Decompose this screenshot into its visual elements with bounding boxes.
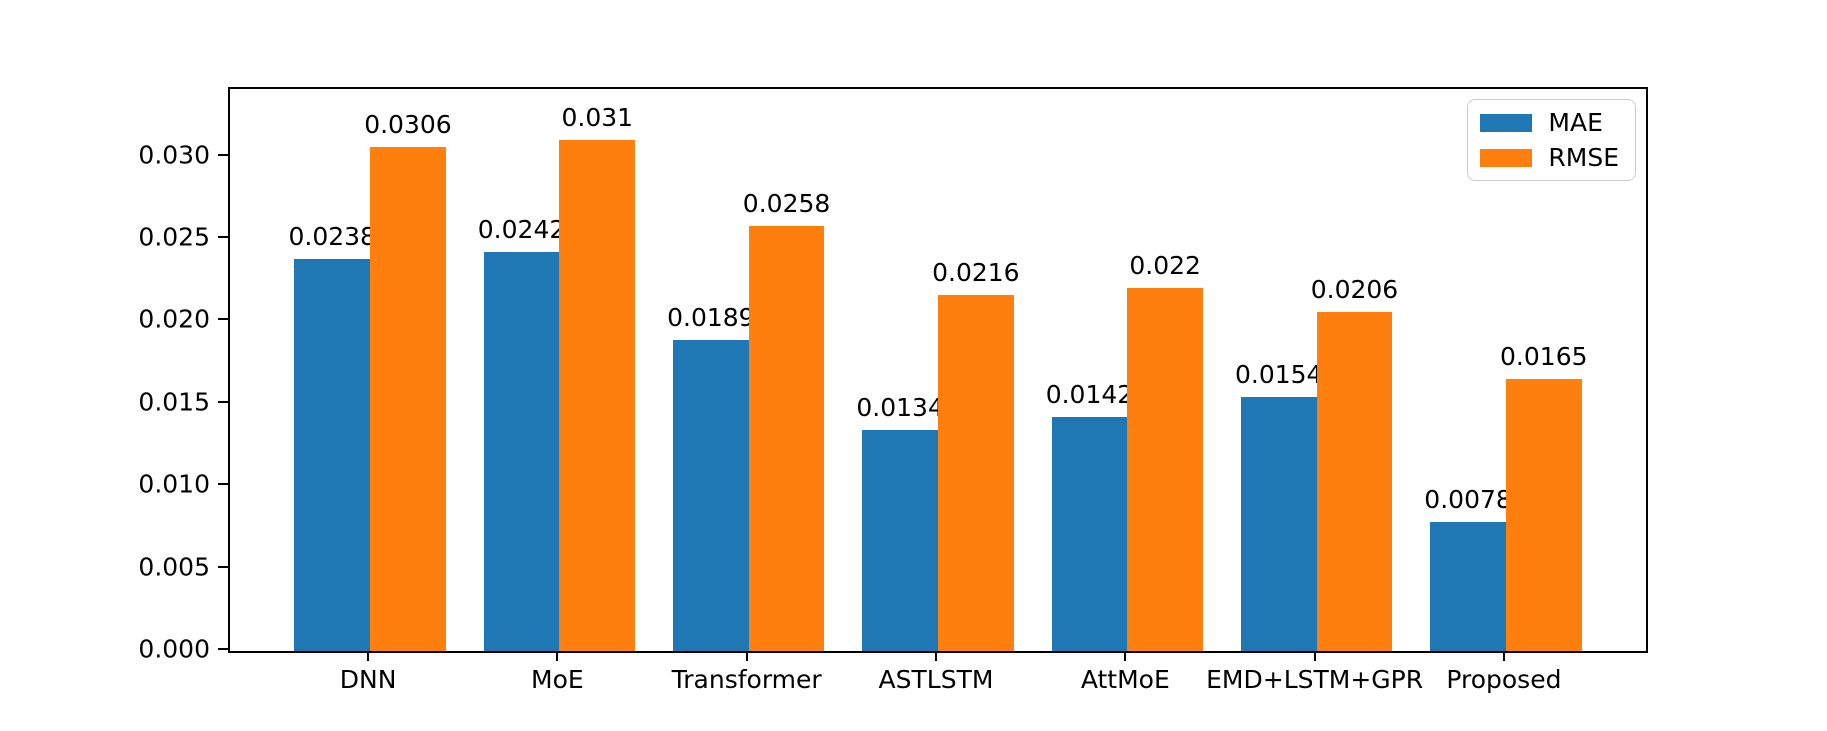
x-tick-label-proposed: Proposed (1446, 665, 1562, 694)
x-tick-mark (745, 651, 748, 661)
x-tick-mark (367, 651, 370, 661)
y-tick-mark (218, 153, 228, 156)
x-tick-mark (935, 651, 937, 661)
x-tick-mark (1124, 651, 1127, 661)
y-tick-label: 0.020 (138, 304, 210, 334)
x-tick-label-emd-lstm-gpr: EMD+LSTM+GPR (1206, 665, 1424, 694)
bar-value-label-mae-proposed: 0.0078 (1424, 485, 1512, 515)
x-tick-label-transformer: Transformer (671, 665, 822, 694)
bar-rmse-emd-lstm-gpr (1316, 311, 1393, 651)
bar-mae-astlstm (862, 430, 938, 651)
bar-value-label-rmse-astlstm: 0.0216 (932, 258, 1020, 288)
x-tick-label-attmoe: AttMoE (1080, 665, 1170, 694)
bar-mae-attmoe (1051, 416, 1128, 651)
rmse-swatch-icon (1480, 148, 1533, 167)
bar-rmse-moe (559, 140, 636, 651)
mae-swatch-icon (1480, 113, 1533, 132)
bar-rmse-transformer (748, 225, 825, 651)
x-tick-mark (1313, 651, 1316, 661)
bar-value-label-rmse-moe: 0.031 (561, 103, 634, 133)
y-tick-mark (218, 235, 228, 238)
y-tick-label: 0.025 (138, 222, 210, 252)
x-tick-mark (556, 651, 559, 661)
bar-value-label-mae-dnn: 0.0238 (288, 221, 376, 251)
bar-value-label-mae-transformer: 0.0189 (667, 302, 755, 332)
y-tick-label: 0.030 (138, 140, 210, 170)
y-tick-mark (218, 483, 228, 486)
y-tick-mark (218, 400, 228, 403)
bar-value-label-rmse-transformer: 0.0258 (742, 188, 831, 218)
legend-label-mae: MAE (1548, 108, 1603, 137)
bar-mae-moe (483, 252, 560, 651)
bar-value-label-rmse-proposed: 0.0165 (1500, 342, 1588, 372)
y-tick-label: 0.010 (138, 469, 210, 499)
bar-rmse-astlstm (938, 295, 1014, 651)
y-tick-mark (218, 648, 228, 650)
bar-value-label-mae-emd-lstm-gpr: 0.0154 (1234, 360, 1323, 390)
bar-rmse-dnn (370, 146, 446, 651)
y-tick-label: 0.015 (138, 387, 210, 417)
y-tick-mark (218, 318, 228, 321)
bar-mae-proposed (1430, 522, 1506, 651)
bar-mae-transformer (672, 339, 749, 651)
bar-mae-emd-lstm-gpr (1240, 397, 1317, 651)
bar-value-label-rmse-attmoe: 0.022 (1129, 251, 1201, 281)
y-tick-mark (218, 565, 228, 568)
bar-mae-dnn (294, 258, 371, 651)
bar-value-label-mae-astlstm: 0.0134 (856, 393, 944, 423)
x-tick-mark (1502, 651, 1505, 661)
plot-area: 0.0238 0.0306 0.0242 0.031 0.0189 0.0258 0.013… (228, 87, 1648, 653)
y-tick-label: 0.000 (138, 634, 210, 664)
x-tick-label-dnn: DNN (339, 665, 397, 694)
y-tick-label: 0.005 (138, 552, 210, 582)
legend-row-mae: MAE (1480, 110, 1619, 135)
x-tick-label-moe: MoE (531, 665, 584, 694)
legend-row-rmse: RMSE (1480, 145, 1619, 170)
bar-value-label-mae-moe: 0.0242 (477, 215, 566, 245)
bar-value-label-mae-attmoe: 0.0142 (1045, 379, 1134, 409)
bar-value-label-rmse-emd-lstm-gpr: 0.0206 (1310, 274, 1399, 304)
bar-value-label-rmse-dnn: 0.0306 (364, 109, 452, 139)
bar-rmse-attmoe (1127, 288, 1204, 651)
legend: MAE RMSE (1467, 99, 1636, 181)
bar-rmse-proposed (1505, 379, 1582, 651)
x-tick-label-astlstm: ASTLSTM (878, 665, 994, 694)
legend-label-rmse: RMSE (1548, 143, 1619, 172)
